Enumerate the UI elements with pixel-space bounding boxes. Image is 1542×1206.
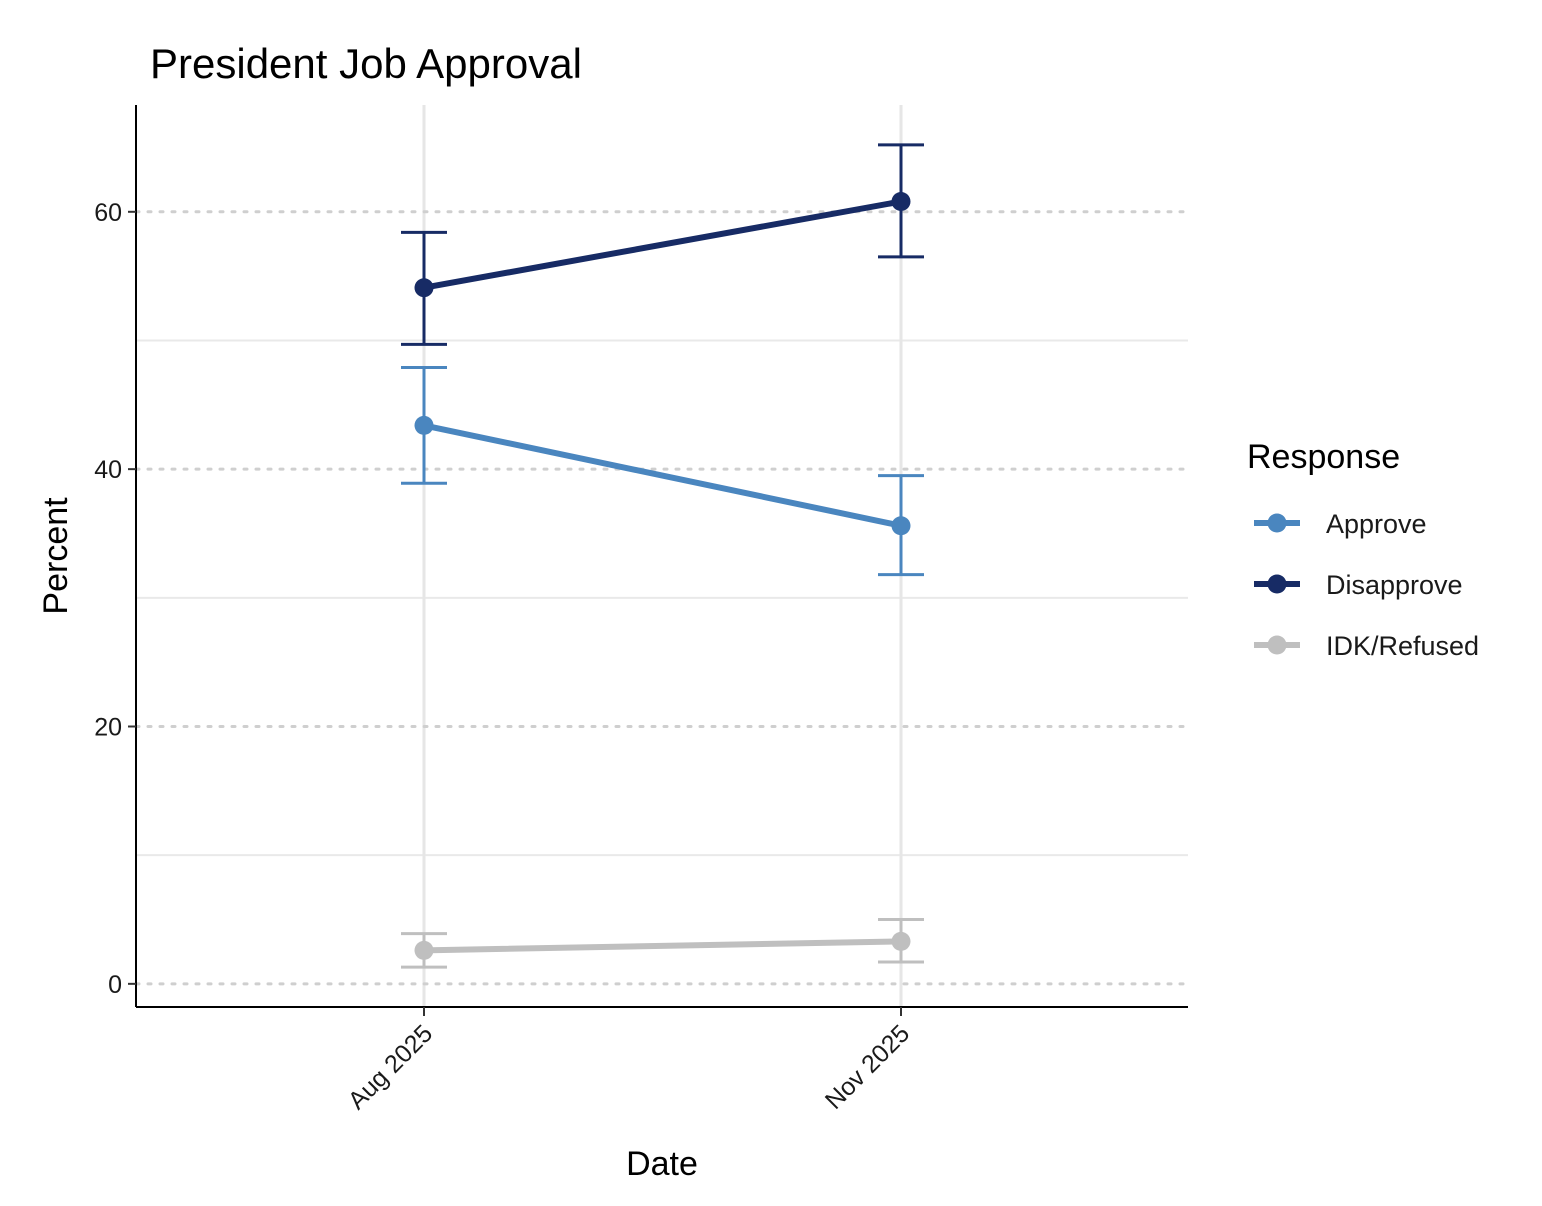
data-point — [414, 278, 434, 298]
data-point — [891, 516, 911, 536]
data-point — [891, 192, 911, 212]
x-tick-label: Nov 2025 — [820, 1019, 915, 1114]
grid — [134, 105, 1190, 1007]
y-tick-label: 20 — [94, 713, 122, 741]
legend-key-point — [1267, 574, 1287, 594]
series-approve — [401, 365, 924, 577]
y-axis-title: Percent — [37, 497, 75, 615]
x-axis-title: Date — [626, 1145, 698, 1183]
legend-title: Response — [1247, 438, 1400, 476]
series-line — [421, 198, 904, 291]
legend-label: Approve — [1326, 509, 1427, 539]
legend-key-point — [1267, 635, 1287, 655]
series-line — [421, 422, 904, 529]
data-point — [414, 940, 434, 960]
series-idk-refused — [401, 918, 924, 969]
series-group — [401, 143, 924, 969]
y-tick-label: 40 — [94, 456, 122, 484]
chart-title: President Job Approval — [150, 40, 582, 87]
y-tick-label: 60 — [94, 199, 122, 227]
legend: Response Approve Disapprove IDK/Refused — [1247, 438, 1479, 661]
data-point — [414, 415, 434, 435]
legend-label: Disapprove — [1326, 570, 1463, 600]
data-point — [891, 931, 911, 951]
x-tick-label: Aug 2025 — [343, 1019, 438, 1114]
legend-key-point — [1267, 513, 1287, 533]
series-disapprove — [401, 143, 924, 346]
axes: 0 20 40 60 Aug 2025 Nov 2025 — [94, 105, 1188, 1115]
legend-label: IDK/Refused — [1326, 631, 1479, 661]
series-line — [421, 938, 904, 954]
y-tick-label: 0 — [108, 971, 122, 999]
